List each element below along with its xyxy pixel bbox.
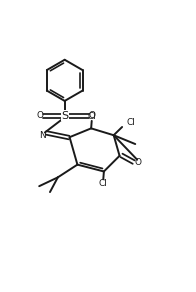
Text: Cl: Cl	[88, 112, 97, 121]
Text: S: S	[61, 111, 68, 121]
Text: Cl: Cl	[98, 179, 107, 188]
Text: O: O	[36, 111, 43, 120]
Text: N: N	[39, 131, 45, 140]
Text: O: O	[135, 158, 142, 166]
Text: O: O	[88, 111, 95, 120]
Text: Cl: Cl	[126, 118, 135, 127]
